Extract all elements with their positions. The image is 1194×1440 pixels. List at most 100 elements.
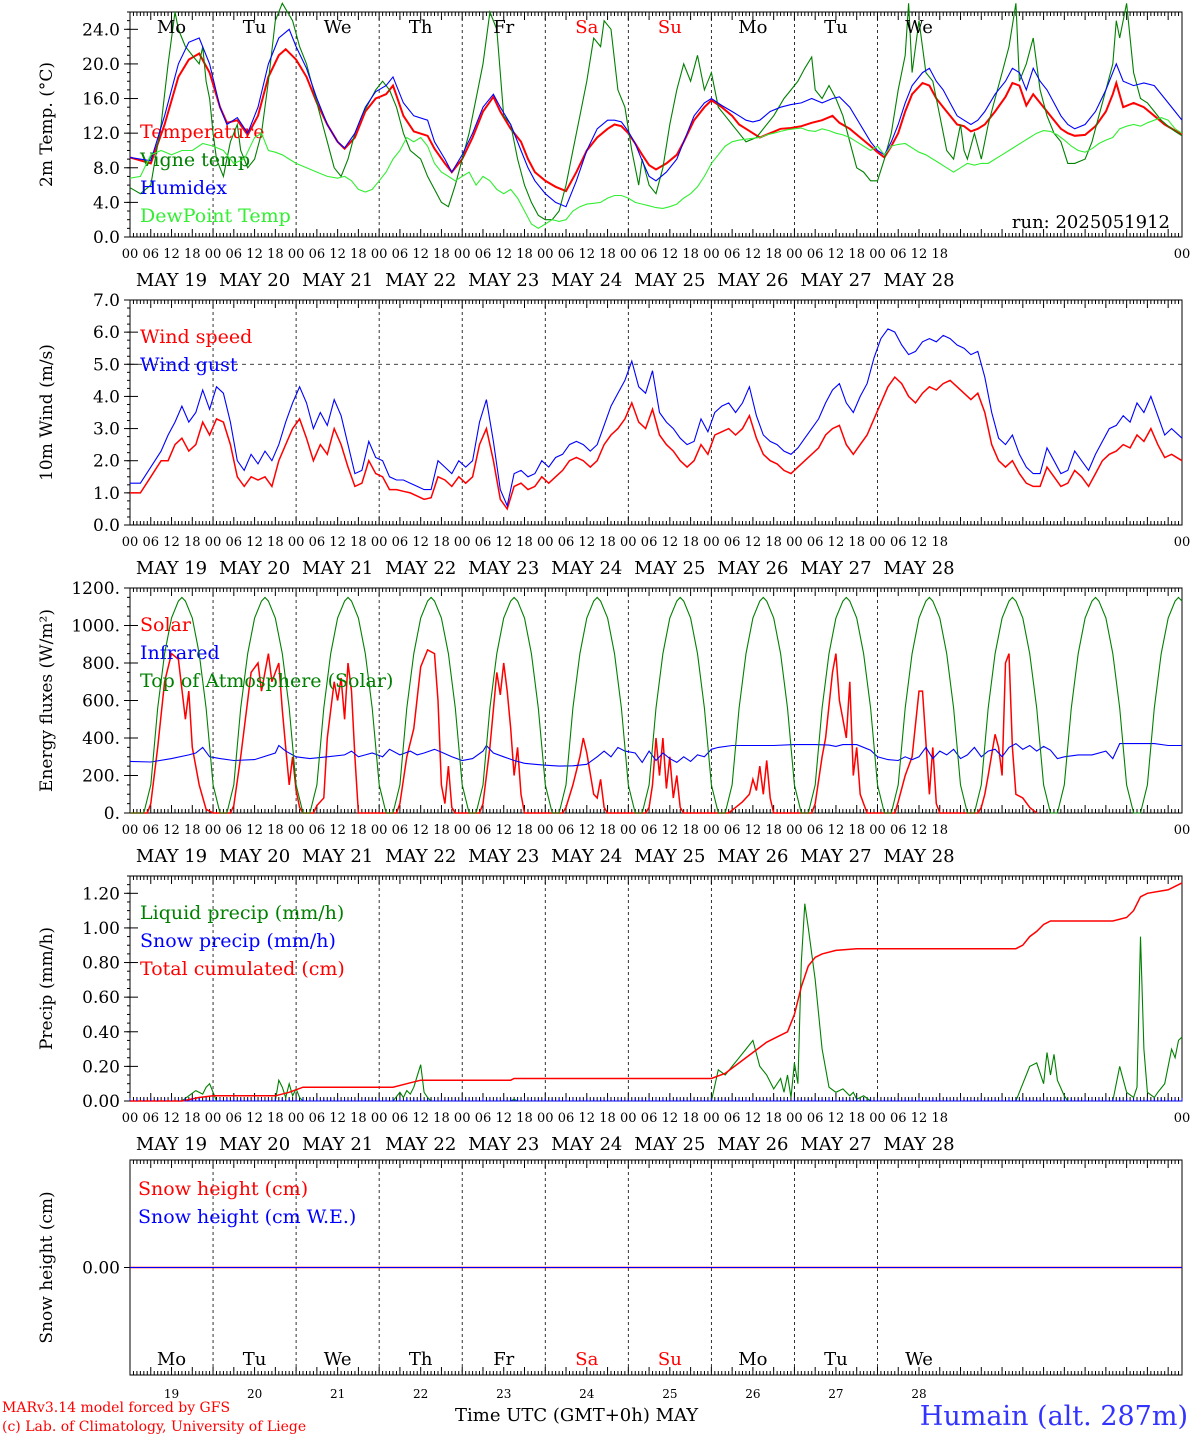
x-hour-label: 06 xyxy=(558,1111,575,1126)
x-hour-label: 12 xyxy=(662,247,679,262)
x-date-label: MAY 23 xyxy=(468,270,539,291)
y-tick-label: 800. xyxy=(82,654,120,674)
day-label: Mo xyxy=(738,17,767,38)
plot-frame xyxy=(129,299,1183,526)
run-label: run: 2025051912 xyxy=(1012,212,1170,233)
x-hour-label: 18 xyxy=(267,247,284,262)
series-line-green xyxy=(129,2,1183,221)
x-date-label: MAY 19 xyxy=(136,558,207,579)
x-hour-label: 06 xyxy=(309,535,326,550)
y-tick-label: 16.0 xyxy=(82,90,120,110)
series-line-blue xyxy=(129,28,1183,208)
panel-2: 0.0 1.0 2.0 3.0 4.0 5.0 6.0 7.0 10m Wind (m/s) Wi… xyxy=(37,291,1190,579)
x-hour-label: 00 xyxy=(620,823,637,838)
x-hour-label: 12 xyxy=(246,823,263,838)
panel-4: 0.00 0.20 0.40 0.60 0.80 1.00 1.20 Precip (mm/h… xyxy=(37,875,1190,1155)
x-hour-label: 18 xyxy=(765,247,782,262)
legend-entry: Temperature xyxy=(140,121,264,143)
x-date-label: MAY 19 xyxy=(136,846,207,867)
x-date-label: MAY 24 xyxy=(551,270,622,291)
y-tick-label: 6.0 xyxy=(93,323,120,343)
panel-5: 0.00 Snow height (cm) Snow height (cm) Snow… xyxy=(37,1159,1183,1400)
x-hour-label: 18 xyxy=(184,247,201,262)
x-hour-label: 06 xyxy=(475,247,492,262)
x-hour-label: 18 xyxy=(267,823,284,838)
x-hour-label: 18 xyxy=(848,823,865,838)
x-date-label: MAY 25 xyxy=(634,846,705,867)
x-hour-label: 12 xyxy=(246,535,263,550)
legend-entry: Wind speed xyxy=(140,326,252,348)
x-hour-label: 18 xyxy=(931,535,948,550)
x-date-label: MAY 21 xyxy=(302,558,373,579)
day-label: Fr xyxy=(493,17,514,38)
series-line-green xyxy=(130,596,1183,814)
x-hour-label: 18 xyxy=(350,535,367,550)
x-hour-label: 18 xyxy=(184,1111,201,1126)
x-hour-label: 00 xyxy=(205,535,222,550)
x-day-number: 24 xyxy=(579,1387,595,1400)
legend-entry: Humidex xyxy=(140,177,227,199)
x-hour-label: 06 xyxy=(142,1111,159,1126)
day-label: Mo xyxy=(738,1349,767,1370)
x-hour-label: 00 xyxy=(703,247,720,262)
x-hour-label: 00 xyxy=(869,247,886,262)
y-tick-label: 3.0 xyxy=(93,420,120,440)
x-hour-label: 06 xyxy=(724,1111,741,1126)
day-label: Tu xyxy=(824,17,848,38)
day-label: Fr xyxy=(493,1349,514,1370)
x-hour-label: 00 xyxy=(537,535,554,550)
x-hour-label: 12 xyxy=(828,1111,845,1126)
legend-entry: Total cumulated (cm) xyxy=(140,958,345,980)
x-hour-label: 12 xyxy=(579,823,596,838)
x-hour-label: 12 xyxy=(911,535,928,550)
x-hour-label: 06 xyxy=(392,1111,409,1126)
x-hour-label: 06 xyxy=(558,823,575,838)
x-hour-label: 12 xyxy=(495,1111,512,1126)
x-hour-label: 18 xyxy=(848,247,865,262)
x-hour-label: 18 xyxy=(599,247,616,262)
footer-model: MARv3.14 model forced by GFS xyxy=(2,1400,231,1416)
x-hour-label: 00 xyxy=(122,535,139,550)
x-hour-label: 12 xyxy=(579,535,596,550)
x-hour-label: 00 xyxy=(288,535,305,550)
x-hour-label: 00 xyxy=(703,823,720,838)
x-hour-label: 00 xyxy=(288,247,305,262)
x-date-label: MAY 21 xyxy=(302,1134,373,1155)
y-tick-label: 200. xyxy=(82,767,120,787)
y-tick-label: 600. xyxy=(82,692,120,712)
y-tick-label: 2.0 xyxy=(93,452,120,472)
x-hour-label: 06 xyxy=(724,247,741,262)
x-hour-label: 18 xyxy=(433,823,450,838)
x-hour-label: 12 xyxy=(163,247,180,262)
x-hour-label: 12 xyxy=(329,247,346,262)
x-hour-label: 12 xyxy=(911,247,928,262)
x-hour-label: 12 xyxy=(495,247,512,262)
legend-entry: Snow precip (mm/h) xyxy=(140,930,336,952)
x-hour-label: 00 xyxy=(288,1111,305,1126)
y-axis-label: 2m Temp. (°C) xyxy=(37,62,57,187)
x-hour-label: 00 xyxy=(537,247,554,262)
x-axis-time-label: Time UTC (GMT+0h) xyxy=(455,1405,650,1426)
x-hour-label: 12 xyxy=(662,535,679,550)
x-hour-label: 18 xyxy=(765,823,782,838)
x-hour-label: 18 xyxy=(682,1111,699,1126)
y-tick-label: 8.0 xyxy=(93,159,120,179)
x-hour-label: 12 xyxy=(745,823,762,838)
x-hour-label: 06 xyxy=(392,535,409,550)
day-label: We xyxy=(324,1349,352,1370)
x-date-label: MAY 22 xyxy=(385,846,456,867)
x-hour-label: 12 xyxy=(911,1111,928,1126)
y-tick-label: 7.0 xyxy=(93,291,120,311)
x-hour-label: 12 xyxy=(495,823,512,838)
x-date-label: MAY 28 xyxy=(883,846,954,867)
x-hour-label: 18 xyxy=(931,823,948,838)
panel-3: 0. 200. 400. 600. 800. 1000. 1200. Energy fluxe… xyxy=(37,579,1190,867)
x-hour-label: 00 xyxy=(205,823,222,838)
day-label: Mo xyxy=(157,17,186,38)
y-tick-label: 5.0 xyxy=(93,355,120,375)
x-date-label: MAY 28 xyxy=(883,558,954,579)
x-hour-label: 00 xyxy=(454,823,471,838)
legend-entry: Top of Atmosphere (Solar) xyxy=(140,670,393,692)
x-hour-label: 18 xyxy=(516,823,533,838)
x-hour-label: 06 xyxy=(807,1111,824,1126)
